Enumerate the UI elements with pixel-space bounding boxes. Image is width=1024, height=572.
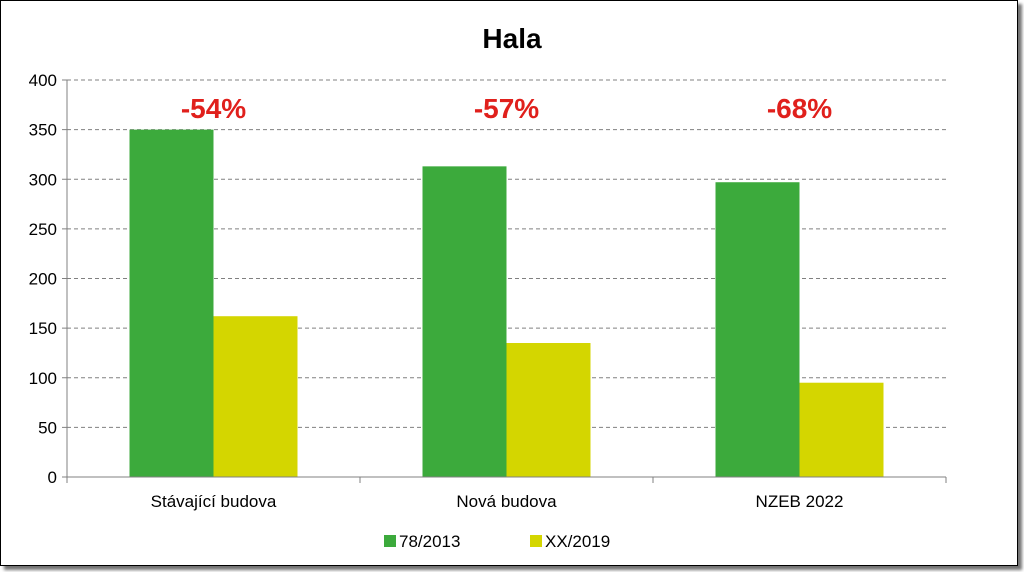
bar-XX-2019-1 (506, 343, 591, 477)
y-tick-label: 0 (48, 468, 57, 487)
y-tick-label: 250 (29, 220, 57, 239)
bar-78-2013-0 (129, 129, 214, 477)
x-category-label: Stávající budova (151, 492, 277, 511)
bar-XX-2019-0 (213, 316, 298, 477)
y-tick-label: 50 (38, 418, 57, 437)
bar-XX-2019-2 (799, 382, 884, 477)
y-tick-label: 400 (29, 71, 57, 90)
x-category-label: NZEB 2022 (756, 492, 844, 511)
bars-layer (129, 129, 884, 478)
chart-svg: Hala 0 50 100 150 200 250 300 350 400 Stávající b… (29, 23, 947, 551)
legend-swatch (384, 535, 396, 547)
y-tick-label: 350 (29, 121, 57, 140)
bar-78-2013-1 (422, 166, 507, 477)
y-tick-label: 200 (29, 270, 57, 289)
chart-title: Hala (482, 23, 542, 54)
legend-layer: 78/2013 XX/2019 (384, 532, 610, 551)
legend-label: 78/2013 (399, 532, 460, 551)
percent-annotation: -57% (474, 93, 539, 124)
axis-layer: 0 50 100 150 200 250 300 350 400 Stávající budova… (29, 71, 947, 511)
legend-label: XX/2019 (545, 532, 610, 551)
y-tick-label: 100 (29, 369, 57, 388)
x-category-label: Nová budova (456, 492, 557, 511)
annot-layer: -54% -57% -68% (181, 93, 832, 124)
percent-annotation: -54% (181, 93, 246, 124)
percent-annotation: -68% (767, 93, 832, 124)
bar-78-2013-2 (715, 182, 800, 478)
legend-swatch (530, 535, 542, 547)
y-tick-label: 150 (29, 319, 57, 338)
y-tick-label: 300 (29, 170, 57, 189)
